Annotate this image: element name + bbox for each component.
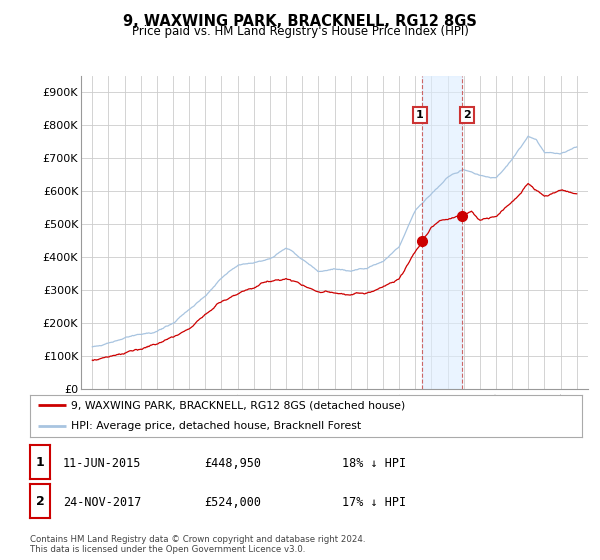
Text: 9, WAXWING PARK, BRACKNELL, RG12 8GS (detached house): 9, WAXWING PARK, BRACKNELL, RG12 8GS (de… [71,400,406,410]
Text: £448,950: £448,950 [204,457,261,470]
Text: 17% ↓ HPI: 17% ↓ HPI [342,496,406,510]
Text: 18% ↓ HPI: 18% ↓ HPI [342,457,406,470]
Text: 9, WAXWING PARK, BRACKNELL, RG12 8GS: 9, WAXWING PARK, BRACKNELL, RG12 8GS [123,14,477,29]
Text: Price paid vs. HM Land Registry's House Price Index (HPI): Price paid vs. HM Land Registry's House … [131,25,469,38]
Text: 1: 1 [35,455,44,469]
Text: Contains HM Land Registry data © Crown copyright and database right 2024.
This d: Contains HM Land Registry data © Crown c… [30,535,365,554]
Text: 2: 2 [35,494,44,508]
Bar [422,76,462,389]
Text: £524,000: £524,000 [204,496,261,510]
Text: 1: 1 [416,110,424,120]
Text: 2: 2 [463,110,471,120]
Text: 11-JUN-2015: 11-JUN-2015 [63,457,142,470]
Text: HPI: Average price, detached house, Bracknell Forest: HPI: Average price, detached house, Brac… [71,421,362,431]
Text: 24-NOV-2017: 24-NOV-2017 [63,496,142,510]
